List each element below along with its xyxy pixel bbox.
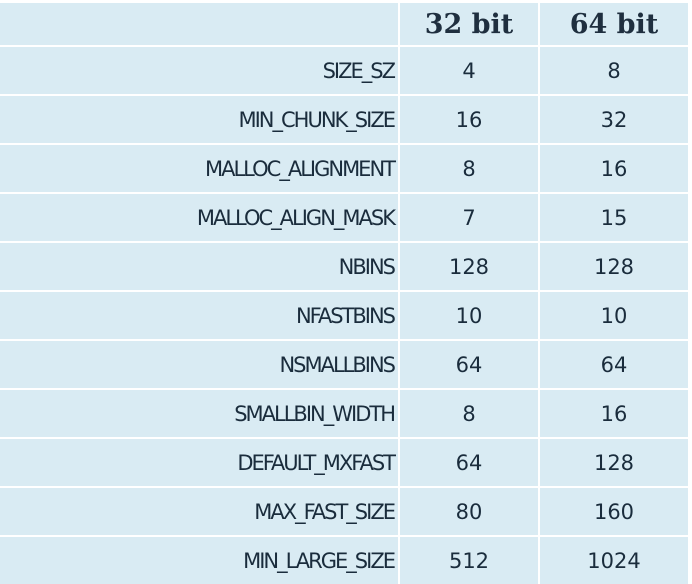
value-32-bit: 7 [399, 193, 540, 243]
constant-name: MIN_LARGE_SIZE [0, 536, 400, 584]
value-64-bit: 10 [539, 291, 688, 341]
table-row: NBINS 128 128 [0, 242, 688, 292]
constant-name: MIN_CHUNK_SIZE [0, 95, 400, 145]
value-64-bit: 15 [539, 193, 688, 243]
constant-name: NFASTBINS [0, 291, 400, 341]
value-32-bit: 8 [399, 389, 540, 439]
value-64-bit: 8 [539, 46, 688, 96]
table-row: MALLOC_ALIGN_MASK 7 15 [0, 193, 688, 243]
table-row: DEFAULT_MXFAST 64 128 [0, 438, 688, 488]
value-32-bit: 128 [399, 242, 540, 292]
table-row: NFASTBINS 10 10 [0, 291, 688, 341]
constant-name: MAX_FAST_SIZE [0, 487, 400, 537]
constant-name: NBINS [0, 242, 400, 292]
value-64-bit: 160 [539, 487, 688, 537]
constant-name: SIZE_SZ [0, 46, 400, 96]
value-64-bit: 1024 [587, 548, 641, 573]
header-corner [0, 3, 400, 47]
constant-name: SMALLBIN_WIDTH [0, 389, 400, 439]
table-row: MALLOC_ALIGNMENT 8 16 [0, 144, 688, 194]
header-row: 32 bit 64 bit [0, 3, 688, 47]
value-32-bit: 10 [399, 291, 540, 341]
value-64-bit: 128 [539, 438, 688, 488]
header-32-bit: 32 bit [399, 3, 540, 47]
table-row: SIZE_SZ 4 8 [0, 46, 688, 96]
value-32-bit: 16 [399, 95, 540, 145]
value-32-bit: 80 [399, 487, 540, 537]
value-32-bit: 64 [399, 340, 540, 390]
constant-name: NSMALLBINS [0, 340, 400, 390]
constant-name: MALLOC_ALIGN_MASK [0, 193, 400, 243]
value-32-bit: 4 [399, 46, 540, 96]
constant-name: DEFAULT_MXFAST [0, 438, 400, 488]
constant-name: MALLOC_ALIGNMENT [0, 144, 400, 194]
value-64-bit: 64 [539, 340, 688, 390]
value-32-bit: 512 [399, 536, 540, 584]
table-row: NSMALLBINS 64 64 [0, 340, 688, 390]
header-64-bit: 64 bit [539, 3, 688, 47]
table-row: MAX_FAST_SIZE 80 160 [0, 487, 688, 537]
table-row: MIN_CHUNK_SIZE 16 32 [0, 95, 688, 145]
value-64-bit: 32 [539, 95, 688, 145]
malloc-constants-table: 32 bit 64 bit SIZE_SZ 4 8 MIN_CHUNK_SIZE… [0, 3, 688, 584]
table-row: MIN_LARGE_SIZE 512 1024 [0, 536, 688, 584]
value-32-bit: 64 [399, 438, 540, 488]
value-64-bit: 16 [539, 389, 688, 439]
value-32-bit: 8 [399, 144, 540, 194]
table-row: SMALLBIN_WIDTH 8 16 [0, 389, 688, 439]
value-64-bit: 16 [539, 144, 688, 194]
value-64-bit: 128 [539, 242, 688, 292]
